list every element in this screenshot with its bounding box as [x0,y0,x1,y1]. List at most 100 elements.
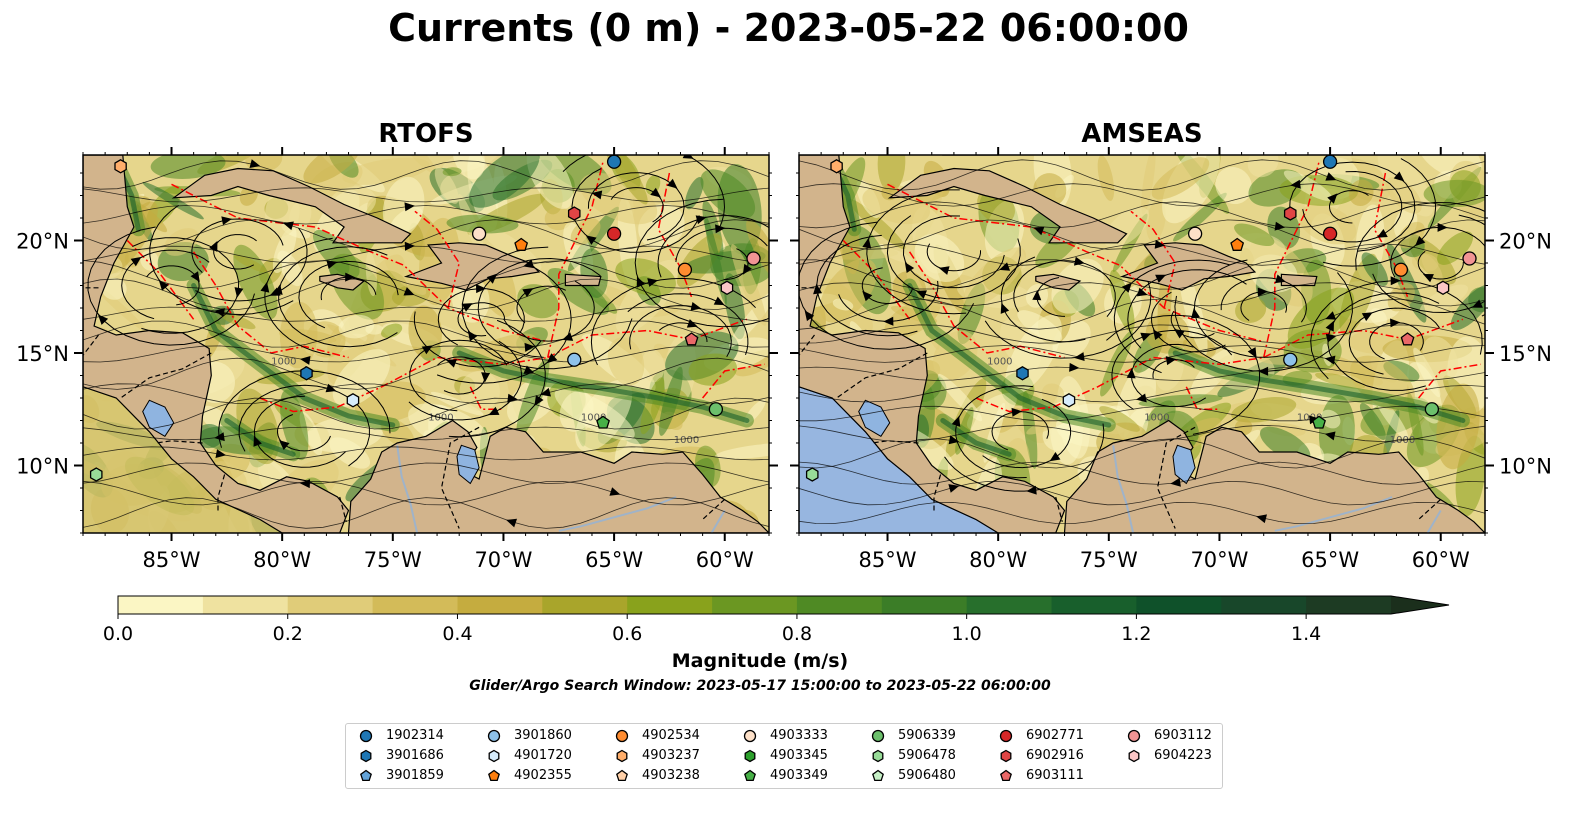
lon-tick-label: 60°W [696,548,754,572]
stream-arrow [695,215,707,225]
colorbar-tick-label: 0.8 [782,623,812,645]
legend-label: 3901859 [386,768,444,783]
streamline [83,345,769,363]
stream-arrow [1324,431,1336,441]
legend-label: 5906339 [898,728,956,743]
lat-tick-label: 20°N [1499,230,1552,254]
magnitude-patch [1361,252,1389,287]
eez-boundary [546,161,604,358]
streamline [944,423,1105,492]
streamline [1013,260,1116,318]
streamline [634,198,769,328]
streamline [1193,259,1286,358]
stream-arrow [1140,332,1152,342]
stream-arrow [249,159,261,168]
magnitude-patch [688,353,737,386]
streamline [191,218,284,273]
stream-arrow [1489,210,1502,223]
magnitude-patch [430,391,484,416]
stream-arrow [1325,172,1337,181]
streamline [83,383,769,405]
map-frame [82,154,770,534]
float-marker-6904223 [720,280,734,296]
legend-marker-icon [359,729,373,743]
magnitude-patch [1287,287,1355,349]
magnitude-patch [544,206,572,231]
magnitude-patch [559,390,594,432]
stream-arrow [403,287,415,296]
float-marker-6902916 [567,206,581,221]
lat-tick-label: 20°N [16,230,69,254]
streamline [238,384,370,467]
magnitude-patch [1320,409,1341,429]
legend-marker-hexagon [1128,749,1140,763]
float-marker-5906339 [708,402,724,417]
legend-marker-circle [615,729,629,743]
stream-arrow [1274,274,1286,284]
eez-boundary [192,251,349,359]
eez-boundary [887,183,1264,343]
streamline [409,339,508,412]
float-marker-6902771 [1322,226,1338,241]
stream-arrow [1257,287,1268,297]
streamline [83,462,769,484]
stream-arrow [279,440,290,451]
float-marker-4903237 [830,159,843,174]
magnitude-patch [381,323,403,339]
legend-marker-icon [871,729,885,743]
colorbar-outline [117,595,1450,615]
streamline [816,234,918,337]
colorbar-tick-label: 1.2 [1121,623,1151,645]
streamline [83,278,769,311]
streamline [264,237,333,356]
stream-arrow [647,278,659,287]
float-marker-4902534 [1393,262,1409,277]
float-marker-4902355 [1230,237,1245,251]
colorbar-bin [287,596,374,614]
stream-arrow [1074,352,1085,362]
stream-arrow [507,393,518,403]
stream-arrow [1165,356,1177,366]
legend-label: 6902916 [1026,748,1084,763]
streamline [799,501,1485,525]
stream-arrow [1324,355,1336,365]
streamline [408,340,523,421]
magnitude-patch [469,155,540,208]
streamline [276,414,331,452]
lat-tick-label: 10°N [1499,455,1552,479]
stream-arrow [540,387,552,397]
colorbar-tick-label: 0.2 [273,623,303,645]
float-marker-5906478 [805,467,819,482]
magnitude-patch [1315,372,1365,389]
stream-arrow [1026,485,1037,495]
magnitude-patch [877,155,906,192]
magnitude-patch [598,155,648,205]
magnitude-patch [1247,155,1279,178]
stream-arrow [476,284,487,294]
stream-arrow [1325,311,1337,320]
legend-marker-icon [1128,749,1140,763]
magnitude-patch [1041,383,1065,404]
panel-title-rtofs: RTOFS [378,119,474,149]
country-border [440,426,480,529]
stream-arrow [1256,514,1267,524]
float-marker-6903111 [684,332,699,346]
stream-arrow [883,316,894,326]
streamline [1240,291,1288,321]
stream-arrow [299,356,311,365]
eez-boundary [975,356,1264,413]
float-marker-4903333 [1187,226,1203,241]
magnitude-patch [1051,258,1104,314]
magnitude-patch [746,219,769,282]
stream-arrow [1154,239,1166,249]
figure-title: Currents (0 m) - 2023-05-22 06:00:00 [388,6,1189,50]
float-marker-3901686 [300,366,313,381]
stream-arrow [1422,273,1434,283]
legend-marker-icon [488,769,500,782]
legend-marker-icon [872,769,884,782]
legend-marker-hexagon [360,749,372,763]
search-window-text: Glider/Argo Search Window: 2023-05-17 15… [469,678,1051,694]
stream-arrow [585,235,597,245]
eez-boundary [1130,210,1177,309]
